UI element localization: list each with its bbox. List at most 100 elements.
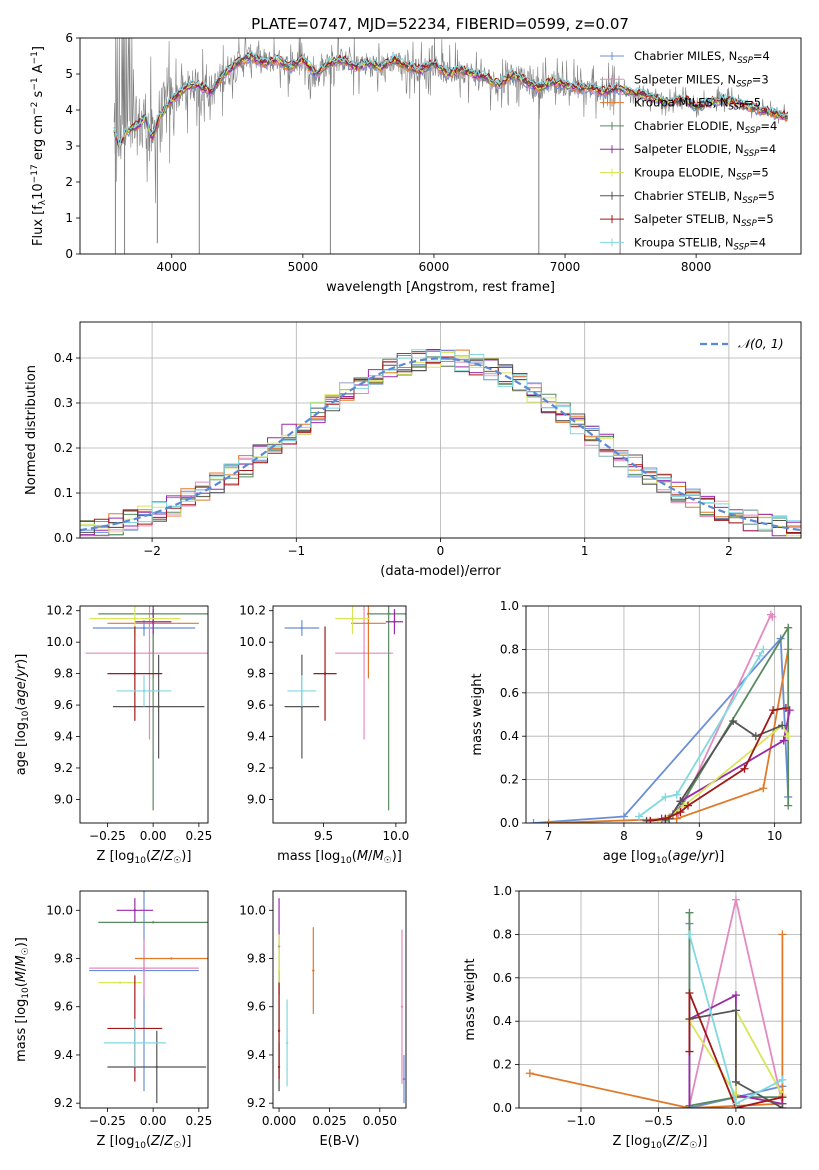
weight-line-chabrier-stelib [689,1009,783,1108]
normal-legend-label: 𝒩(0, 1) [738,336,784,351]
residuals-ytick-label: 0.4 [54,351,73,365]
data-point [133,617,137,620]
mass_vs_Z-xtick-label: −0.25 [89,1114,126,1128]
mass_vs_Z-xtick-label: 0.25 [185,1114,212,1128]
data-point [300,626,304,630]
weight_vs_age-xtick-label: 10 [767,829,782,843]
mass_vs_ebv-xtick-label: 0.050 [363,1114,397,1128]
data-point [119,981,122,984]
weight_vs_Z-plot [525,895,787,1108]
weight_vs_age-xlabel: age [log10(age/yr)] [603,849,725,866]
weight-marker [755,651,764,660]
residuals-xtick-label: 2 [725,544,733,558]
weight-marker [784,623,793,632]
spectrum-plot [113,38,789,254]
mass_vs_ebv-ytick-label: 9.4 [247,1048,266,1062]
data-point [323,672,327,675]
spectrum-ytick-label: 5 [65,67,73,81]
legend-entry: Kroupa STELIB, NSSP=4 [634,235,766,252]
residuals-frame [79,321,802,539]
age_vs_mass-ytick-label: 9.0 [247,792,266,806]
data-point [300,689,304,693]
data-point [387,612,390,616]
legend-entry: Kroupa ELODIE, NSSP=5 [634,166,769,183]
weight_vs_Z-xtick-label: 0.0 [726,1114,745,1128]
mass_vs_Z-plot [89,891,208,1104]
weight_vs_age-ylabel: mass weight [470,673,485,755]
weight-marker [646,816,655,823]
residuals-ylabel: Normed distribution [24,365,39,495]
data-point [285,1041,289,1045]
weight_vs_age-ytick-label: 1.0 [500,599,519,613]
residuals-ytick-label: 0.0 [54,531,73,545]
weight_vs_age-ytick-label: 0.8 [500,642,519,656]
weight_vs_age-xtick-label: 7 [545,829,553,843]
weight_vs_age-xtick-label: 8 [620,829,628,843]
weight_vs_Z-xtick-label: −0.5 [644,1114,673,1128]
weight-marker [544,819,553,823]
weight-marker [751,732,760,741]
weight-marker [661,814,670,823]
weight-marker [731,1006,740,1015]
spectrum-xtick-label: 8000 [681,260,712,274]
mass_vs_ebv-ytick-label: 10.0 [239,903,266,917]
weight-marker [740,764,749,773]
mass_vs_ebv-ytick-label: 9.8 [247,952,266,966]
weight_vs_Z-ytick-label: 0.4 [493,1014,512,1028]
spectrum-ytick-label: 3 [65,139,73,153]
residuals-ytick-label: 0.2 [54,441,73,455]
spectrum-frame [79,37,802,255]
age_vs_mass-ytick-label: 9.4 [247,730,266,744]
spectrum-xtick-label: 4000 [156,260,187,274]
weight-marker [778,930,787,939]
weight_vs_Z-ytick-label: 1.0 [493,884,512,898]
weight-line-kroupa-miles [548,649,790,823]
weight-marker [529,819,538,823]
residuals-ytick-label: 0.3 [54,396,73,410]
mass_vs_ebv-axes: 0.000 0.025 0.050 9.2 9.4 9.6 9.8 10.0 E(B-V) [239,903,397,1149]
mass_vs_ebv-plot [277,898,406,1104]
data-point [277,969,281,972]
data-point [400,1005,404,1008]
data-point [362,651,366,655]
weight-marker [685,1104,694,1108]
spectrum-ytick-label: 0 [65,247,73,261]
weight_vs_age-ytick-label: 0.4 [500,729,519,743]
weight_vs_Z-xlabel: Z [log10(Z/Z☉)] [613,1134,708,1151]
residuals-axes: −2 −1 0 1 2 0.0 0.1 0.2 0.3 0.4 (data-model)/error… [24,322,801,579]
mass_vs_Z-frame [79,890,209,1109]
residuals-xlabel: (data-model)/error [380,564,501,579]
weight-marker [778,1075,787,1084]
residuals-xtick-label: −1 [287,544,305,558]
weight-marker [784,801,793,810]
spectrum-xtick-label: 6000 [419,260,450,274]
weight-marker [729,717,738,726]
spectrum-ytick-label: 1 [65,211,73,225]
figure-title: PLATE=0747, MJD=52234, FIBERID=0599, z=0… [251,15,629,33]
weight-marker [731,1099,740,1108]
weight-marker [731,1077,740,1086]
weight-marker [784,732,793,741]
mass_vs_ebv-ytick-label: 9.6 [247,1000,266,1014]
mass_vs_Z-axes: −0.25 0.00 0.25 9.2 9.4 9.6 9.8 10.0 Z [log10(Z/… [14,903,212,1151]
weight-marker [685,1047,694,1056]
age_vs_Z-ytick-label: 9.0 [54,792,73,806]
legend-entry: Chabrier MILES, NSSP=4 [634,49,770,66]
age_vs_Z-ytick-label: 9.8 [54,667,73,681]
mass_vs_ebv-frame [272,890,407,1109]
weight-marker [731,895,740,904]
age_vs_Z-ytick-label: 9.4 [54,730,73,744]
residuals-xtick-label: 0 [437,544,445,558]
weight-marker [769,706,778,715]
age_vs_Z-xtick-label: 0.25 [185,829,212,843]
age_vs_Z-xlabel: Z [log10(Z/Z☉)] [97,849,192,866]
data-point [148,651,151,655]
age_vs_Z-xtick-label: 0.00 [140,829,167,843]
weight-marker [676,797,685,806]
weight-line-chabrier-miles [533,636,790,823]
residuals-plot [80,349,801,537]
weight-marker [683,801,692,810]
age_vs_mass-ytick-label: 10.0 [239,635,266,649]
mass_vs_Z-ytick-label: 9.2 [54,1096,73,1110]
spectrum-xlabel: wavelength [Angstrom, rest frame] [326,280,555,295]
